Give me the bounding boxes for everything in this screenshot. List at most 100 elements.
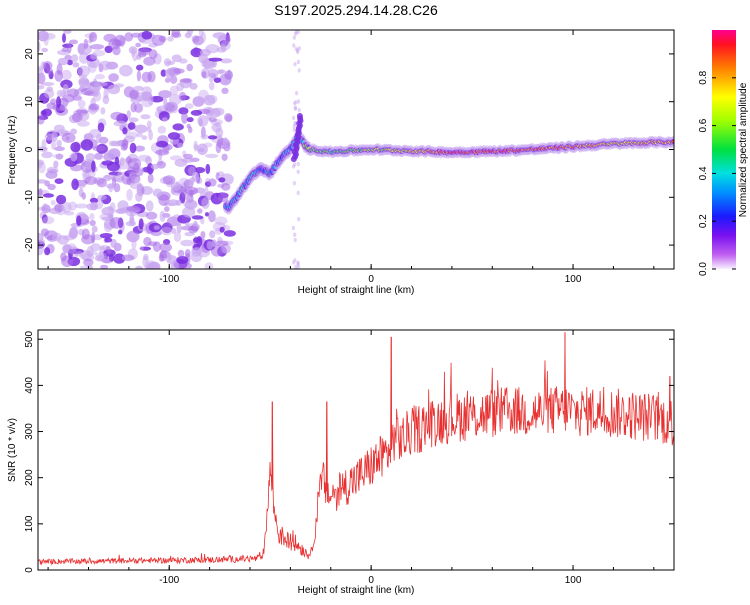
spectrogram-streak-blob: [296, 99, 301, 104]
spectrogram-noise-blob: [105, 183, 116, 189]
spectrogram-noise-blob: [160, 69, 167, 77]
spectrogram-noise-blob: [152, 188, 163, 197]
spectrogram-noise-blob: [54, 146, 65, 151]
spectrogram-noise-blob: [155, 149, 170, 156]
spectrogram-noise-blob: [200, 31, 206, 43]
spectrogram-noise-blob: [109, 217, 124, 229]
spectrogram-streak-blob: [292, 181, 296, 186]
spectrogram-noise-blob: [146, 127, 152, 133]
spectrogram-noise-blob: [75, 109, 89, 114]
spectrogram-streak-blob: [296, 169, 300, 174]
spectrogram-streak-blob: [293, 232, 297, 237]
spectrogram-noise-blob: [176, 82, 185, 92]
spectrogram-noise-blob: [57, 57, 69, 66]
spectrogram-noise-blob: [70, 152, 78, 162]
spectrogram-noise-blob: [91, 160, 96, 173]
spectrogram-ytick-label: -10: [24, 190, 35, 205]
spectrogram-noise-blob: [71, 112, 83, 123]
spectrogram-noise-blob: [89, 31, 98, 42]
spectrogram-noise-blob: [113, 120, 127, 127]
spectrogram-noise-blob: [104, 237, 113, 243]
spectrogram-noise-blob: [221, 87, 229, 95]
spectrogram-image: [38, 30, 674, 269]
spectrogram-noise-blob: [85, 153, 96, 162]
spectrogram-noise-blob: [117, 208, 125, 214]
spectrogram-noise-blob: [136, 70, 141, 82]
colorbar-tick-label: 0.2: [698, 214, 709, 228]
spectrogram-noise-blob: [53, 160, 59, 169]
spectrogram-noise-blob: [184, 186, 199, 195]
spectrogram-noise-blob: [104, 150, 119, 159]
spectrogram-noise-blob: [143, 56, 156, 66]
spectrogram-noise-blob: [159, 242, 172, 252]
spectrogram-noise-blob: [69, 39, 78, 45]
spectrogram-noise-blob: [184, 32, 192, 39]
colorbar-gradient: [712, 30, 736, 269]
spectrogram-noise-blob: [190, 109, 203, 116]
spectrogram-noise-blob: [192, 247, 203, 255]
spectrogram-noise-blob: [41, 139, 47, 151]
spectrogram-noise-blob: [47, 183, 56, 191]
spectrogram-noise-blob: [208, 210, 216, 223]
spectrogram-noise-blob: [167, 36, 174, 42]
spectrogram-noise-blob: [44, 247, 51, 256]
spectrogram-noise-blob: [61, 47, 69, 53]
spectrogram-noise-blob: [219, 226, 225, 233]
spectrogram-streak-blob: [297, 217, 301, 222]
spectrogram-noise-blob: [95, 73, 105, 80]
spectrogram-noise-blob: [60, 252, 67, 262]
spectrogram-noise-blob: [139, 245, 144, 251]
spectrogram-noise-blob: [42, 32, 56, 40]
spectrogram-noise-blob: [70, 142, 81, 153]
spectrogram-noise-blob: [126, 205, 140, 212]
spectrogram-noise-blob: [171, 227, 177, 235]
spectrogram-noise-blob: [180, 239, 195, 247]
spectrogram-noise-blob: [147, 71, 156, 83]
spectrogram-noise-blob: [164, 206, 170, 212]
spectrogram-noise-blob: [74, 251, 85, 257]
spectrogram-noise-blob: [54, 178, 64, 185]
spectrogram-streak-blob: [296, 261, 300, 266]
spectrogram-streak-blob: [296, 161, 300, 167]
spectrogram-ridge-core: [671, 140, 674, 143]
spectrogram-noise-blob: [145, 211, 158, 220]
snr-ylabel: SNR (10 * v/v): [7, 418, 18, 482]
spectrogram-noise-blob: [72, 62, 80, 68]
spectrogram-noise-blob: [177, 142, 184, 148]
spectrogram-noise-blob: [91, 225, 98, 233]
spectrogram-noise-blob: [191, 215, 204, 220]
spectrogram-noise-blob: [130, 102, 137, 113]
spectrogram-noise-blob: [96, 133, 102, 144]
spectrogram-noise-blob: [194, 167, 206, 174]
spectrogram-noise-blob: [88, 103, 100, 111]
spectrogram-ytick-label: 20: [24, 48, 35, 60]
spectrogram-noise-blob: [145, 200, 154, 212]
spectrogram-noise-blob: [67, 42, 72, 54]
spectrogram-noise-blob: [99, 233, 113, 239]
spectrogram-noise-blob: [105, 246, 112, 255]
colorbar-tick-label: 0.4: [698, 166, 709, 180]
spectrogram-noise-blob: [89, 197, 99, 204]
spectrogram-noise-blob: [61, 202, 72, 213]
spectrogram-noise-blob: [215, 172, 220, 181]
spectrogram-noise-blob: [148, 49, 158, 59]
spectrogram-noise-blob: [44, 133, 55, 141]
spectrogram-noise-blob: [42, 193, 55, 198]
spectrogram-noise-blob: [201, 197, 210, 210]
spectrogram-noise-blob: [125, 131, 138, 140]
spectrogram-noise-blob: [151, 34, 166, 46]
spectrogram-noise-blob: [208, 57, 223, 62]
spectrogram-noise-blob: [172, 123, 184, 131]
spectrogram-noise-blob: [63, 30, 72, 34]
spectrogram-noise-blob: [63, 211, 75, 216]
spectrogram-noise-blob: [124, 32, 134, 42]
snr-ytick-label: 400: [24, 377, 35, 394]
spectrogram-streak-blob: [292, 35, 296, 40]
spectrogram-streak-blob: [297, 107, 301, 113]
spectrogram-noise-blob: [214, 216, 228, 226]
spectrogram-streak-blob: [296, 190, 300, 196]
spectrogram-noise-blob: [182, 206, 196, 218]
spectrogram-noise-blob: [199, 48, 211, 57]
spectrogram-noise-blob: [186, 117, 194, 123]
snr-ytick-label: 300: [24, 423, 35, 440]
